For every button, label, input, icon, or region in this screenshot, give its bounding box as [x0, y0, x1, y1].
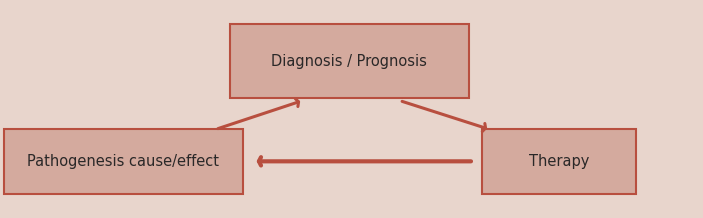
- FancyBboxPatch shape: [4, 129, 243, 194]
- Text: Therapy: Therapy: [529, 154, 589, 169]
- FancyBboxPatch shape: [230, 24, 469, 98]
- Text: Pathogenesis cause/effect: Pathogenesis cause/effect: [27, 154, 219, 169]
- Text: Diagnosis / Prognosis: Diagnosis / Prognosis: [271, 54, 427, 68]
- FancyBboxPatch shape: [482, 129, 636, 194]
